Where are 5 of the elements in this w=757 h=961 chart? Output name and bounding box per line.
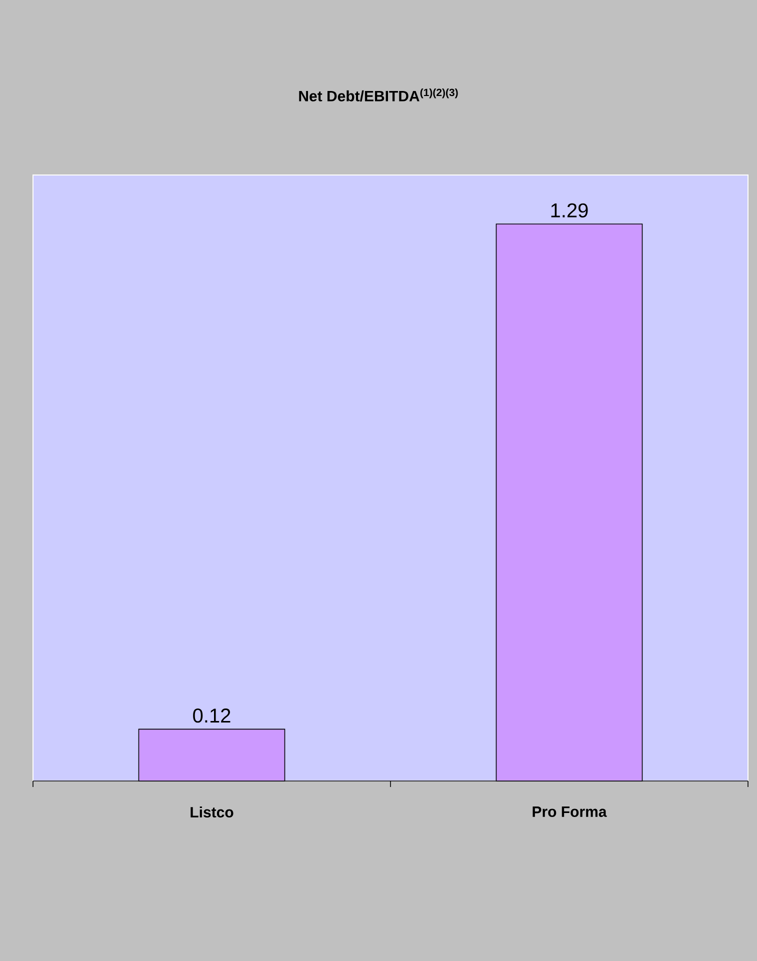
- x-tick-label: Pro Forma: [532, 806, 607, 817]
- data-label: 1.29: [551, 203, 588, 218]
- chart-title: Net Debt/EBITDA$^{(1)(2)(3)}$: [299, 88, 458, 102]
- data-label: 0.12: [193, 708, 230, 723]
- x-tick-label: Listco: [190, 806, 234, 818]
